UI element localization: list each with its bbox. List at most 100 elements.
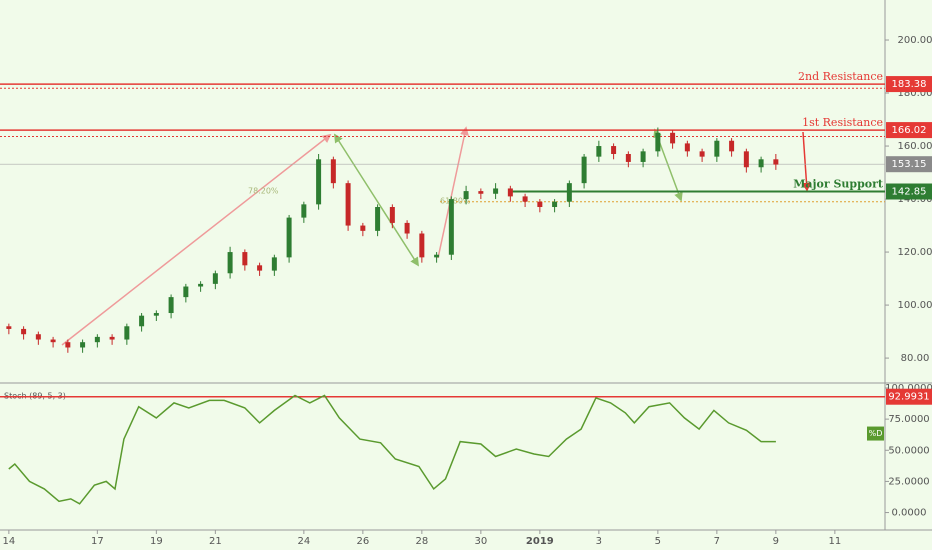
y-tick-label: 75.0000 <box>888 414 929 425</box>
candle-body <box>360 225 366 231</box>
candle-body <box>743 151 749 168</box>
level-value: 183.38 <box>892 79 927 90</box>
candle-body <box>6 326 12 329</box>
candle-body <box>596 146 602 157</box>
candle-body <box>522 196 528 202</box>
candle-body <box>773 159 779 165</box>
y-tick-label: 0.0000 <box>892 508 927 519</box>
x-tick-label: 21 <box>209 536 222 547</box>
candle-body <box>124 326 130 340</box>
candle-body <box>581 156 587 184</box>
stoch-line <box>8 394 776 505</box>
y-tick-label: 200.00 <box>898 35 932 46</box>
x-tick-label: 7 <box>714 536 720 547</box>
candle-body <box>21 328 27 335</box>
candle-body <box>139 315 145 327</box>
legend-badge <box>867 426 884 441</box>
x-tick-label: 26 <box>356 536 369 547</box>
level-name: 2nd Resistance <box>798 70 883 83</box>
candle-body <box>301 204 307 218</box>
candle-body <box>478 191 484 194</box>
swing-arrow <box>334 133 419 267</box>
candle-body <box>242 252 248 266</box>
x-tick-label: 30 <box>474 536 487 547</box>
candle-body <box>729 140 735 152</box>
x-tick-label: 3 <box>596 536 602 547</box>
y-tick-label: 100.0000 <box>885 383 932 394</box>
candle-body <box>271 257 277 271</box>
level-name: 1st Resistance <box>802 116 883 129</box>
candle-body <box>35 334 41 340</box>
candle-body <box>566 183 572 202</box>
candle-body <box>434 254 440 258</box>
legend-entry: %D <box>869 429 883 438</box>
y-tick-label: 160.00 <box>898 141 932 152</box>
y-tick-label: 50.0000 <box>888 445 929 456</box>
fib-label: 61.80% <box>440 197 471 206</box>
trend-arrow <box>437 126 469 259</box>
candle-body <box>345 183 351 226</box>
candle-body <box>257 265 263 271</box>
candle-body <box>714 140 720 157</box>
candle-body <box>699 151 705 157</box>
candle-body <box>227 252 233 274</box>
candle-body <box>670 132 676 144</box>
x-tick-label: 5 <box>655 536 661 547</box>
candle-body <box>316 159 322 205</box>
trend-arrow <box>61 133 332 346</box>
x-tick-label: 17 <box>91 536 104 547</box>
candle-body <box>758 159 764 168</box>
candle-body <box>625 153 631 162</box>
x-tick-label: 28 <box>415 536 428 547</box>
y-tick-label: 80.00 <box>901 353 930 364</box>
candle-body <box>80 342 86 348</box>
target-arrow <box>802 131 811 192</box>
candle-body <box>94 336 100 343</box>
y-tick-label: 180.00 <box>898 88 932 99</box>
last-price-label: 153.15 <box>892 159 927 170</box>
candle-body <box>389 207 395 223</box>
candle-body <box>198 283 204 287</box>
y-tick-label: 120.00 <box>898 247 932 258</box>
candle-body <box>50 339 56 343</box>
candle-body <box>109 336 115 340</box>
x-tick-label: 11 <box>828 536 841 547</box>
candle-body <box>168 297 174 314</box>
candle-body <box>65 342 71 348</box>
candle-body <box>611 146 617 154</box>
candle-body <box>640 151 646 162</box>
candle-body <box>655 132 661 152</box>
candle-body <box>375 207 381 231</box>
y-tick-label: 140.00 <box>898 194 932 205</box>
candle-body <box>419 233 425 258</box>
candle-body <box>212 273 218 284</box>
level-value: 92.9931 <box>888 392 929 403</box>
candle-body <box>286 217 292 258</box>
x-tick-label: 24 <box>297 536 310 547</box>
candle-body <box>684 143 690 152</box>
candle-body <box>153 313 159 316</box>
x-tick-label: 2019 <box>526 536 554 547</box>
level-name: Major Support <box>793 178 884 191</box>
candle-body <box>463 191 469 200</box>
last-price-badge <box>886 156 932 173</box>
level-badge <box>886 183 932 200</box>
candle-body <box>448 199 454 255</box>
y-tick-label: 100.00 <box>898 300 932 311</box>
level-badge <box>886 122 932 139</box>
candle-body <box>493 188 499 194</box>
x-tick-label: 9 <box>773 536 779 547</box>
x-tick-label: 19 <box>150 536 163 547</box>
candle-body <box>537 201 543 208</box>
candle-body <box>330 159 336 184</box>
y-tick-label: 25.0000 <box>888 476 929 487</box>
candle-body <box>183 286 189 298</box>
level-badge <box>886 388 932 405</box>
candle-body <box>404 222 410 234</box>
level-value: 142.85 <box>892 187 927 198</box>
candle-body <box>552 201 558 208</box>
x-tick-label: 14 <box>2 536 15 547</box>
level-value: 166.02 <box>892 125 927 136</box>
